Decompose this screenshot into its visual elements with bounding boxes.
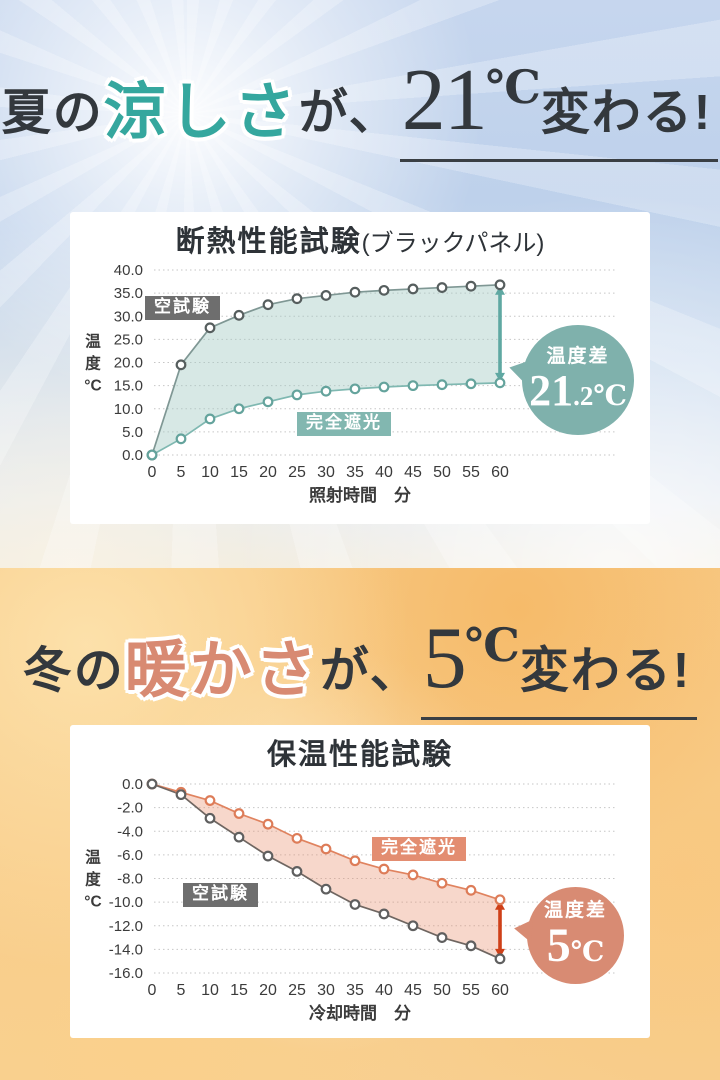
svg-text:45: 45	[404, 982, 422, 999]
svg-text:-14.0: -14.0	[109, 941, 143, 958]
headline-mid: が、	[298, 86, 400, 140]
svg-text:-16.0: -16.0	[109, 965, 143, 982]
svg-text:0: 0	[148, 464, 157, 481]
svg-text:30: 30	[317, 982, 335, 999]
svg-text:15: 15	[230, 464, 248, 481]
svg-text:-10.0: -10.0	[109, 894, 143, 911]
series-label-blank-test: 空試験	[183, 883, 258, 907]
insulation-test-chart: 40.0 35.0 30.0 25.0 20.0 15.0 10.0 5.0 0.0 0 5 10 15…	[84, 262, 616, 505]
summer-section: 夏の涼しさが、21℃変わる! 断熱性能試験(ブラックパネル) 40.0 35.0 3…	[0, 0, 720, 568]
svg-text:55: 55	[462, 464, 480, 481]
svg-text:5.0: 5.0	[122, 424, 143, 441]
series-label-full-shading: 完全遮光	[297, 412, 391, 436]
svg-text:40.0: 40.0	[114, 262, 143, 279]
bubble-label: 温度差	[546, 346, 610, 368]
headline-value: 5	[422, 610, 467, 707]
svg-text:35.0: 35.0	[114, 285, 143, 302]
svg-text:冷却時間 分: 冷却時間 分	[309, 1003, 411, 1023]
heat-retention-test-chart: 0.0 -2.0 -4.0 -6.0 -8.0 -10.0 -12.0 -14.0 -16.0 0…	[84, 776, 616, 1023]
winter-section: 冬の暖かさが、5℃変わる! 保温性能試験 0.0 -2.0 -4.0 -6.0 -8.0…	[0, 568, 720, 1080]
svg-text:15: 15	[230, 982, 248, 999]
headline-pre: 夏の	[1, 86, 104, 140]
svg-text:°C: °C	[84, 893, 101, 910]
svg-text:0: 0	[148, 982, 157, 999]
svg-text:50: 50	[433, 982, 451, 999]
headline-pre: 冬の	[22, 644, 125, 698]
svg-text:20: 20	[259, 982, 277, 999]
winter-headline: 冬の暖かさが、5℃変わる!	[0, 608, 720, 720]
headline-mid: が、	[319, 644, 421, 698]
svg-text:60: 60	[491, 982, 509, 999]
headline-underlined-group: 21℃変わる!	[399, 50, 719, 162]
svg-text:10.0: 10.0	[114, 401, 143, 418]
svg-text:5: 5	[177, 982, 186, 999]
temp-diff-bubble-winter: 温度差 5℃	[513, 887, 624, 984]
svg-text:15.0: 15.0	[114, 377, 143, 394]
svg-text:-2.0: -2.0	[117, 799, 143, 816]
bubble-label: 温度差	[543, 899, 607, 921]
svg-text:-6.0: -6.0	[117, 847, 143, 864]
headline-unit: ℃	[485, 62, 541, 113]
winter-chart-card: 保温性能試験 0.0 -2.0 -4.0 -6.0 -8.0 -10.0 -12.0 -14.…	[70, 725, 650, 1038]
bubble-tail	[507, 357, 529, 384]
svg-text:50: 50	[433, 464, 451, 481]
svg-text:30.0: 30.0	[114, 308, 143, 325]
headline-post: 変わる!	[540, 86, 713, 140]
headline-unit: ℃	[464, 620, 520, 671]
svg-text:60: 60	[491, 464, 509, 481]
winter-chart-title: 保温性能試験	[70, 725, 650, 773]
bubble-value: 5℃	[546, 919, 605, 973]
svg-text:55: 55	[462, 982, 480, 999]
svg-text:10: 10	[201, 982, 219, 999]
summer-chart-title: 断熱性能試験(ブラックパネル)	[70, 212, 650, 260]
series-label-full-shading: 完全遮光	[372, 837, 466, 861]
svg-text:度: 度	[85, 353, 101, 372]
svg-text:30: 30	[317, 464, 335, 481]
svg-text:35: 35	[346, 464, 364, 481]
bubble-tail	[513, 918, 533, 943]
svg-text:25: 25	[288, 464, 306, 481]
svg-text:-12.0: -12.0	[109, 918, 143, 935]
svg-text:-4.0: -4.0	[117, 823, 143, 840]
series-label-blank-test: 空試験	[145, 296, 220, 320]
svg-text:40: 40	[375, 982, 393, 999]
chart-title-sub: (ブラックパネル)	[361, 230, 545, 257]
svg-text:20: 20	[259, 464, 277, 481]
headline-accent: 暖かさ	[124, 636, 320, 705]
svg-text:25: 25	[288, 982, 306, 999]
svg-text:温: 温	[85, 848, 101, 866]
chart-title-main: 保温性能試験	[266, 739, 453, 771]
svg-text:0.0: 0.0	[122, 776, 143, 793]
headline-value: 21	[401, 52, 488, 149]
svg-text:°C: °C	[84, 377, 101, 394]
svg-text:45: 45	[404, 464, 422, 481]
chart-title-main: 断熱性能試験	[175, 226, 362, 258]
headline-underlined-group: 5℃変わる!	[420, 608, 698, 720]
summer-headline: 夏の涼しさが、21℃変わる!	[0, 50, 720, 162]
svg-text:度: 度	[85, 869, 101, 888]
svg-text:35: 35	[346, 982, 364, 999]
svg-text:照射時間 分: 照射時間 分	[309, 485, 411, 505]
svg-text:20.0: 20.0	[114, 354, 143, 371]
svg-text:0.0: 0.0	[122, 447, 143, 464]
svg-text:温: 温	[85, 332, 101, 350]
summer-chart-card: 断熱性能試験(ブラックパネル) 40.0 35.0 30.0 25.0 20.0 15.0…	[70, 212, 650, 524]
headline-post: 変わる!	[519, 644, 692, 698]
svg-text:10: 10	[201, 464, 219, 481]
svg-text:5: 5	[177, 464, 186, 481]
headline-accent: 涼しさ	[103, 78, 299, 147]
temp-diff-bubble-summer: 温度差 21.2℃	[507, 325, 634, 435]
svg-text:-8.0: -8.0	[117, 870, 143, 887]
svg-text:40: 40	[375, 464, 393, 481]
bubble-value: 21.2℃	[529, 365, 627, 415]
svg-text:25.0: 25.0	[114, 331, 143, 348]
